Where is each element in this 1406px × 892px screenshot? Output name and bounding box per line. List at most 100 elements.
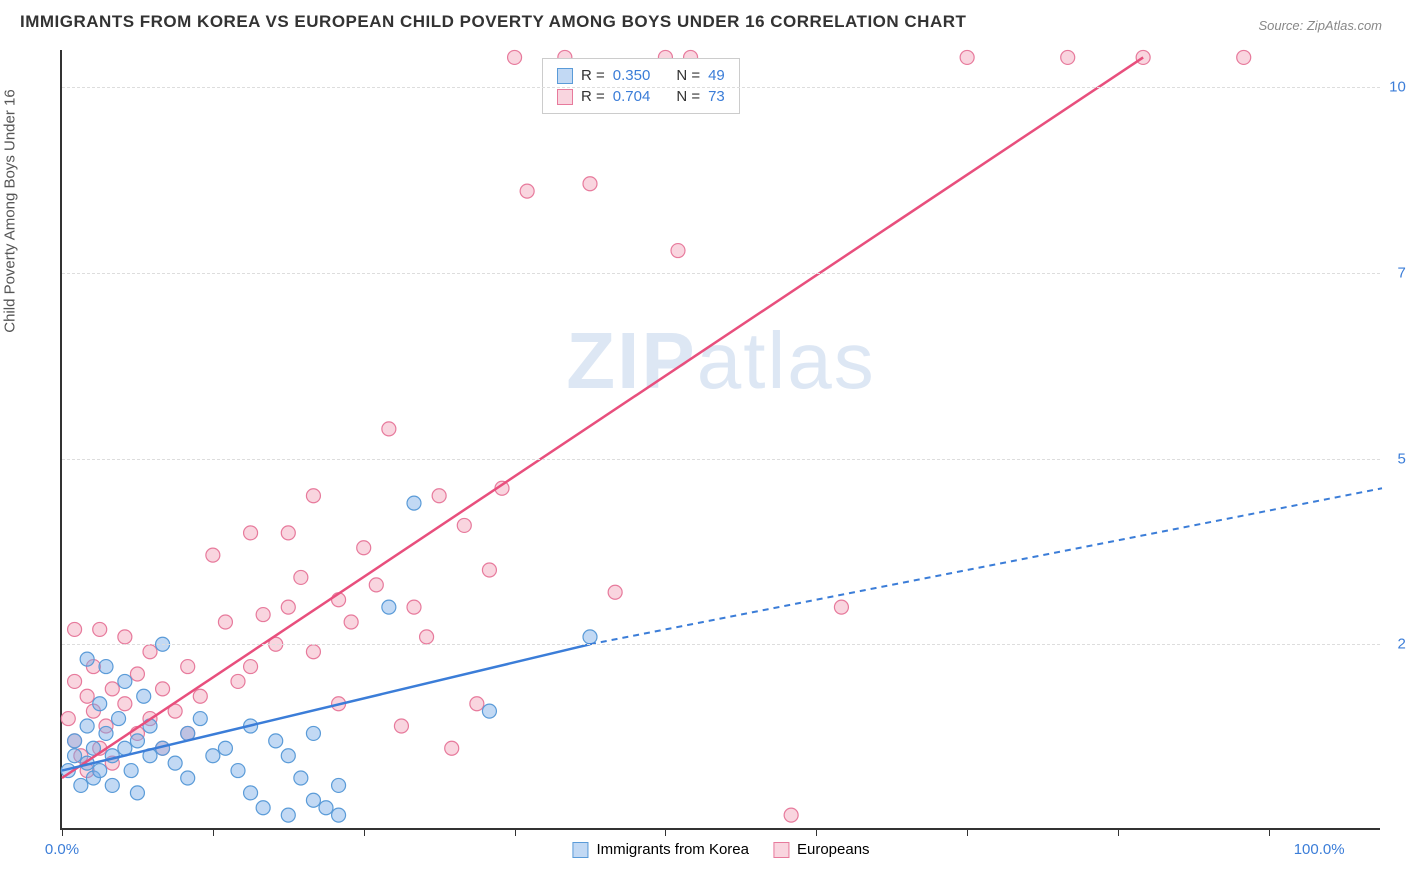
y-tick-label: 50.0%: [1397, 450, 1406, 467]
data-point: [608, 585, 622, 599]
data-point: [93, 622, 107, 636]
data-point: [281, 749, 295, 763]
data-point: [130, 786, 144, 800]
x-tick: [364, 828, 365, 836]
data-point: [143, 719, 157, 733]
data-point: [168, 756, 182, 770]
data-point: [357, 541, 371, 555]
n-value: 73: [708, 88, 725, 105]
data-point: [407, 600, 421, 614]
data-point: [382, 600, 396, 614]
data-point: [1237, 50, 1251, 64]
legend-row: R = 0.704 N = 73: [557, 86, 725, 107]
data-point: [193, 689, 207, 703]
data-point: [344, 615, 358, 629]
data-point: [124, 764, 138, 778]
data-point: [457, 518, 471, 532]
data-point: [369, 578, 383, 592]
data-point: [294, 570, 308, 584]
legend-series: Immigrants from Korea Europeans: [572, 841, 869, 858]
data-point: [112, 712, 126, 726]
data-point: [508, 50, 522, 64]
data-point: [1061, 50, 1075, 64]
data-point: [74, 778, 88, 792]
x-tick: [1118, 828, 1119, 836]
data-point: [420, 630, 434, 644]
n-label: N =: [676, 88, 700, 105]
data-point: [432, 489, 446, 503]
data-point: [156, 682, 170, 696]
data-point: [206, 548, 220, 562]
data-point: [256, 801, 270, 815]
data-point: [583, 177, 597, 191]
data-point: [80, 689, 94, 703]
y-tick-label: 25.0%: [1397, 636, 1406, 653]
data-point: [130, 734, 144, 748]
x-tick: [213, 828, 214, 836]
data-point: [482, 563, 496, 577]
legend-row: R = 0.350 N = 49: [557, 65, 725, 86]
data-point: [218, 615, 232, 629]
x-tick-label: 100.0%: [1294, 841, 1345, 858]
data-point: [231, 674, 245, 688]
grid-line: [62, 644, 1380, 645]
legend-correlation: R = 0.350 N = 49 R = 0.704 N = 73: [542, 58, 740, 114]
data-point: [269, 734, 283, 748]
data-point: [244, 660, 258, 674]
data-point: [99, 660, 113, 674]
data-point: [93, 697, 107, 711]
x-tick: [515, 828, 516, 836]
data-point: [80, 719, 94, 733]
data-point: [193, 712, 207, 726]
data-point: [61, 712, 75, 726]
r-label: R =: [581, 88, 605, 105]
y-tick-label: 75.0%: [1397, 264, 1406, 281]
data-point: [583, 630, 597, 644]
x-tick: [1269, 828, 1270, 836]
data-point: [118, 630, 132, 644]
data-point: [143, 645, 157, 659]
grid-line: [62, 459, 1380, 460]
data-point: [281, 526, 295, 540]
data-point: [244, 786, 258, 800]
data-point: [231, 764, 245, 778]
plot-area: ZIPatlas R = 0.350 N = 49 R = 0.704 N = …: [60, 50, 1380, 830]
data-point: [118, 697, 132, 711]
data-point: [306, 645, 320, 659]
legend-swatch: [557, 89, 573, 105]
x-tick: [665, 828, 666, 836]
y-tick-label: 100.0%: [1389, 79, 1406, 96]
data-point: [382, 422, 396, 436]
data-point: [137, 689, 151, 703]
regression-line-blue-solid: [62, 644, 590, 770]
data-point: [68, 622, 82, 636]
data-point: [294, 771, 308, 785]
data-point: [281, 808, 295, 822]
data-point: [671, 244, 685, 258]
legend-item: Europeans: [773, 841, 870, 858]
r-label: R =: [581, 67, 605, 84]
y-axis-label: Child Poverty Among Boys Under 16: [2, 89, 19, 332]
source-label: Source: ZipAtlas.com: [1258, 18, 1382, 33]
data-point: [218, 741, 232, 755]
data-point: [306, 489, 320, 503]
regression-line-pink: [62, 57, 1143, 778]
legend-swatch: [773, 842, 789, 858]
data-point: [332, 808, 346, 822]
n-label: N =: [676, 67, 700, 84]
data-point: [118, 674, 132, 688]
data-point: [68, 734, 82, 748]
chart-title: IMMIGRANTS FROM KOREA VS EUROPEAN CHILD …: [20, 12, 966, 32]
data-point: [319, 801, 333, 815]
data-point: [93, 764, 107, 778]
data-point: [206, 749, 220, 763]
data-point: [394, 719, 408, 733]
x-tick: [967, 828, 968, 836]
data-point: [68, 749, 82, 763]
x-tick-label: 0.0%: [45, 841, 79, 858]
legend-swatch: [572, 842, 588, 858]
x-tick: [816, 828, 817, 836]
data-point: [105, 682, 119, 696]
grid-line: [62, 273, 1380, 274]
x-tick: [62, 828, 63, 836]
